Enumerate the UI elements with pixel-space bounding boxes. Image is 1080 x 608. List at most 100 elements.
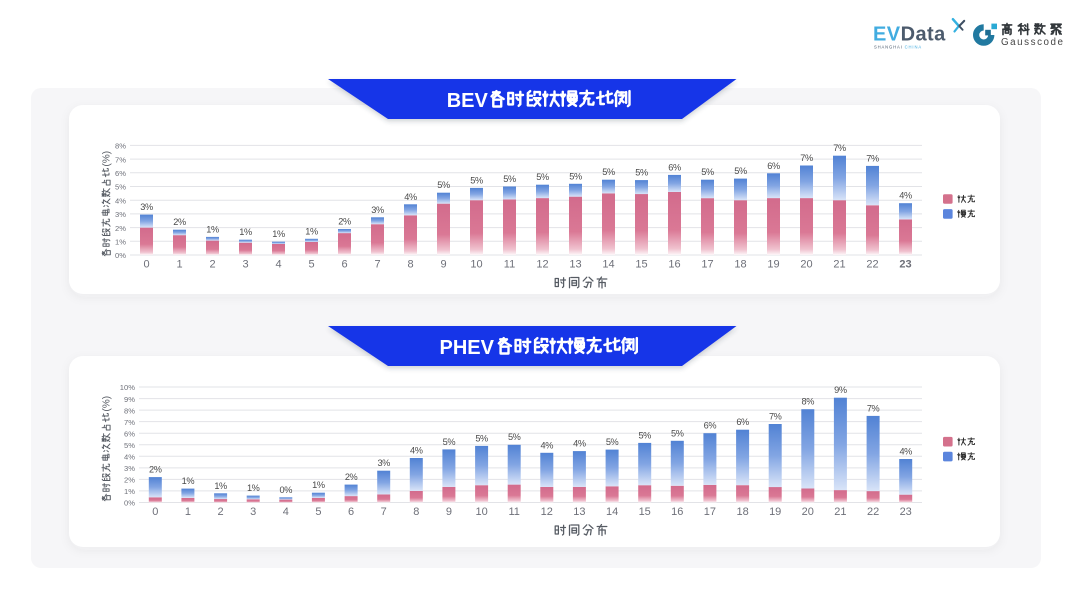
svg-text:SHANGHAI CHINA: SHANGHAI CHINA bbox=[874, 45, 922, 50]
svg-text:3%: 3% bbox=[377, 458, 390, 468]
svg-text:20: 20 bbox=[800, 259, 812, 271]
svg-text:1%: 1% bbox=[305, 226, 318, 236]
svg-text:8%: 8% bbox=[115, 142, 126, 151]
svg-text:BEV: BEV bbox=[447, 90, 489, 112]
svg-text:3: 3 bbox=[250, 506, 256, 518]
svg-text:11: 11 bbox=[504, 259, 515, 271]
svg-text:4: 4 bbox=[275, 259, 281, 271]
svg-text:6: 6 bbox=[348, 506, 354, 518]
svg-text:22: 22 bbox=[867, 506, 879, 518]
svg-text:7: 7 bbox=[374, 259, 380, 271]
svg-text:2%: 2% bbox=[149, 465, 162, 475]
svg-text:14: 14 bbox=[606, 506, 618, 518]
svg-text:7%: 7% bbox=[866, 153, 879, 163]
svg-text:6%: 6% bbox=[124, 429, 135, 438]
svg-text:7%: 7% bbox=[800, 153, 813, 163]
svg-text:EVData: EVData bbox=[873, 24, 946, 46]
svg-text:11: 11 bbox=[508, 506, 519, 518]
svg-text:1%: 1% bbox=[312, 480, 325, 490]
svg-text:0%: 0% bbox=[124, 499, 135, 508]
svg-text:3%: 3% bbox=[124, 464, 135, 473]
svg-text:5%: 5% bbox=[606, 437, 619, 447]
svg-text:2%: 2% bbox=[173, 217, 186, 227]
svg-text:13: 13 bbox=[569, 259, 581, 271]
svg-text:5%: 5% bbox=[671, 428, 684, 438]
svg-text:4%: 4% bbox=[573, 439, 586, 449]
svg-text:18: 18 bbox=[736, 506, 748, 518]
svg-text:13: 13 bbox=[573, 506, 585, 518]
svg-text:15: 15 bbox=[635, 259, 647, 271]
svg-text:5%: 5% bbox=[508, 432, 521, 442]
svg-text:4%: 4% bbox=[899, 447, 912, 457]
svg-text:7%: 7% bbox=[115, 155, 126, 164]
svg-text:4%: 4% bbox=[899, 191, 912, 201]
svg-text:(%): (%) bbox=[102, 151, 113, 167]
svg-text:20: 20 bbox=[802, 506, 814, 518]
svg-text:2%: 2% bbox=[338, 217, 351, 227]
svg-text:4%: 4% bbox=[404, 192, 417, 202]
svg-text:5%: 5% bbox=[115, 183, 126, 192]
svg-text:4%: 4% bbox=[410, 446, 423, 456]
svg-text:14: 14 bbox=[602, 259, 614, 271]
svg-text:9%: 9% bbox=[834, 385, 847, 395]
svg-text:17: 17 bbox=[704, 506, 716, 518]
svg-text:(%): (%) bbox=[102, 396, 113, 412]
svg-text:2: 2 bbox=[209, 259, 215, 271]
svg-text:5%: 5% bbox=[734, 166, 747, 176]
svg-text:21: 21 bbox=[834, 506, 846, 518]
svg-text:1%: 1% bbox=[239, 227, 252, 237]
svg-text:5%: 5% bbox=[503, 174, 516, 184]
svg-text:5%: 5% bbox=[437, 180, 450, 190]
svg-text:6%: 6% bbox=[767, 161, 780, 171]
svg-text:10: 10 bbox=[470, 259, 482, 271]
svg-text:5%: 5% bbox=[701, 167, 714, 177]
svg-text:8%: 8% bbox=[802, 397, 815, 407]
svg-text:1%: 1% bbox=[272, 229, 285, 239]
svg-text:15: 15 bbox=[639, 506, 651, 518]
svg-text:8%: 8% bbox=[124, 406, 135, 415]
svg-text:19: 19 bbox=[769, 506, 781, 518]
svg-text:0%: 0% bbox=[280, 485, 293, 495]
svg-text:12: 12 bbox=[536, 259, 548, 271]
svg-text:0: 0 bbox=[152, 506, 158, 518]
svg-text:Gausscode: Gausscode bbox=[1001, 37, 1065, 48]
svg-text:7%: 7% bbox=[769, 412, 782, 422]
svg-text:19: 19 bbox=[767, 259, 779, 271]
svg-text:22: 22 bbox=[866, 259, 878, 271]
svg-text:23: 23 bbox=[899, 259, 911, 271]
svg-text:2%: 2% bbox=[124, 476, 135, 485]
svg-text:7%: 7% bbox=[833, 143, 846, 153]
svg-text:4%: 4% bbox=[115, 196, 126, 205]
svg-text:1%: 1% bbox=[115, 238, 126, 247]
svg-text:9: 9 bbox=[446, 506, 452, 518]
svg-text:5%: 5% bbox=[638, 430, 651, 440]
svg-text:7%: 7% bbox=[867, 403, 880, 413]
svg-text:5%: 5% bbox=[475, 433, 488, 443]
svg-text:9%: 9% bbox=[124, 395, 135, 404]
svg-text:5%: 5% bbox=[536, 172, 549, 182]
svg-text:4: 4 bbox=[283, 506, 289, 518]
svg-text:3: 3 bbox=[242, 259, 248, 271]
svg-text:5%: 5% bbox=[635, 168, 648, 178]
svg-text:2%: 2% bbox=[115, 224, 126, 233]
svg-text:10: 10 bbox=[475, 506, 487, 518]
svg-text:6%: 6% bbox=[704, 421, 717, 431]
svg-text:4%: 4% bbox=[124, 453, 135, 462]
svg-text:5%: 5% bbox=[569, 171, 582, 181]
svg-text:3%: 3% bbox=[115, 210, 126, 219]
svg-text:0: 0 bbox=[143, 259, 149, 271]
svg-text:5: 5 bbox=[315, 506, 321, 518]
svg-text:10%: 10% bbox=[120, 383, 135, 392]
svg-text:8: 8 bbox=[407, 259, 413, 271]
svg-text:4%: 4% bbox=[541, 440, 554, 450]
svg-text:21: 21 bbox=[833, 259, 845, 271]
svg-text:12: 12 bbox=[541, 506, 553, 518]
svg-text:16: 16 bbox=[671, 506, 683, 518]
svg-text:2%: 2% bbox=[345, 472, 358, 482]
svg-text:5%: 5% bbox=[443, 437, 456, 447]
svg-text:0%: 0% bbox=[115, 251, 126, 260]
svg-text:1: 1 bbox=[185, 506, 191, 518]
svg-text:23: 23 bbox=[900, 506, 912, 518]
svg-text:5: 5 bbox=[308, 259, 314, 271]
svg-text:18: 18 bbox=[734, 259, 746, 271]
